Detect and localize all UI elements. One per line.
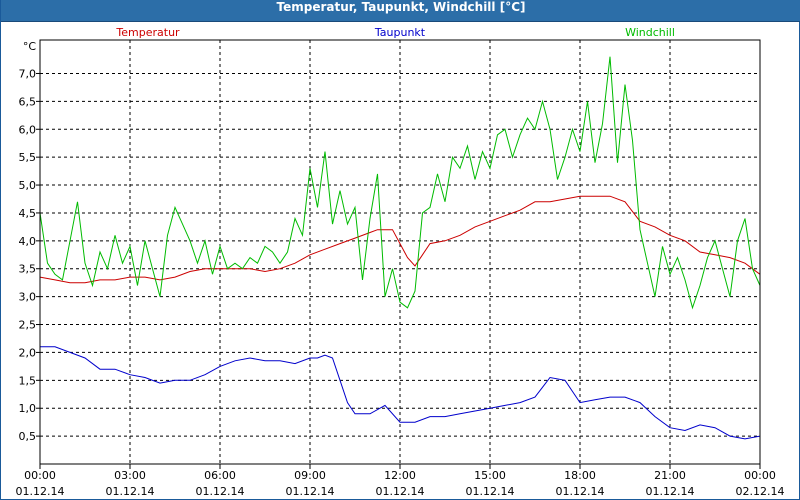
y-tick-label: 3,0	[19, 291, 37, 304]
y-tick-label: 2,0	[19, 346, 37, 359]
chart-title: Temperatur, Taupunkt, Windchill [°C]	[276, 0, 526, 14]
x-tick-time-label: 09:00	[294, 469, 326, 482]
plot-border	[39, 39, 761, 465]
series-line-windchill	[39, 56, 761, 310]
x-tick-date-label: 01.12.14	[646, 485, 695, 498]
y-tick-label: 5,0	[19, 179, 37, 192]
y-tick-label: 4,5	[19, 207, 37, 220]
x-tick-time-label: 15:00	[474, 469, 506, 482]
series-line-temperatur	[39, 195, 761, 284]
legend-entry-taupunkt: Taupunkt	[374, 26, 426, 39]
y-tick-label: 0,5	[19, 430, 37, 443]
x-tick-time-label: 00:00	[24, 469, 56, 482]
y-tick-label: 1,0	[19, 402, 37, 415]
x-tick-date-label: 01.12.14	[556, 485, 605, 498]
x-tick-date-label: 01.12.14	[466, 485, 515, 498]
x-tick-date-label: 01.12.14	[106, 485, 155, 498]
x-tick-time-label: 12:00	[384, 469, 416, 482]
y-tick-label: 7,0	[19, 67, 37, 80]
y-tick-label: 1,5	[19, 374, 37, 387]
title-bar: Temperatur, Taupunkt, Windchill [°C]	[1, 0, 800, 22]
label-layer: 0,5 1,0 1,5 2,0 2,5 3,0 3,5 4,0 4,5 5,0 5,5 6,0 6,5 7…	[16, 26, 785, 498]
x-tick-time-label: 18:00	[564, 469, 596, 482]
x-tick-date-label: 02.12.14	[736, 485, 785, 498]
x-tick-date-label: 01.12.14	[196, 485, 245, 498]
y-tick-label: 4,0	[19, 235, 37, 248]
x-tick-time-label: 06:00	[204, 469, 236, 482]
y-axis-unit-label: °C	[23, 40, 37, 53]
x-tick-time-label: 00:00	[744, 469, 776, 482]
x-tick-time-label: 21:00	[654, 469, 686, 482]
grid-layer	[36, 40, 761, 469]
x-tick-date-label: 01.12.14	[286, 485, 335, 498]
series-line-taupunkt	[40, 346, 761, 440]
legend-entry-windchill: Windchill	[625, 26, 675, 39]
y-tick-label: 5,5	[19, 151, 37, 164]
x-tick-date-label: 01.12.14	[376, 485, 425, 498]
y-tick-label: 3,5	[19, 263, 37, 276]
legend-entry-temperatur: Temperatur	[115, 26, 180, 39]
x-tick-time-label: 03:00	[114, 469, 146, 482]
y-tick-label: 2,5	[19, 319, 37, 332]
y-tick-label: 6,5	[19, 95, 37, 108]
series-layer	[39, 56, 761, 440]
x-tick-date-label: 01.12.14	[16, 485, 65, 498]
y-tick-label: 6,0	[19, 123, 37, 136]
